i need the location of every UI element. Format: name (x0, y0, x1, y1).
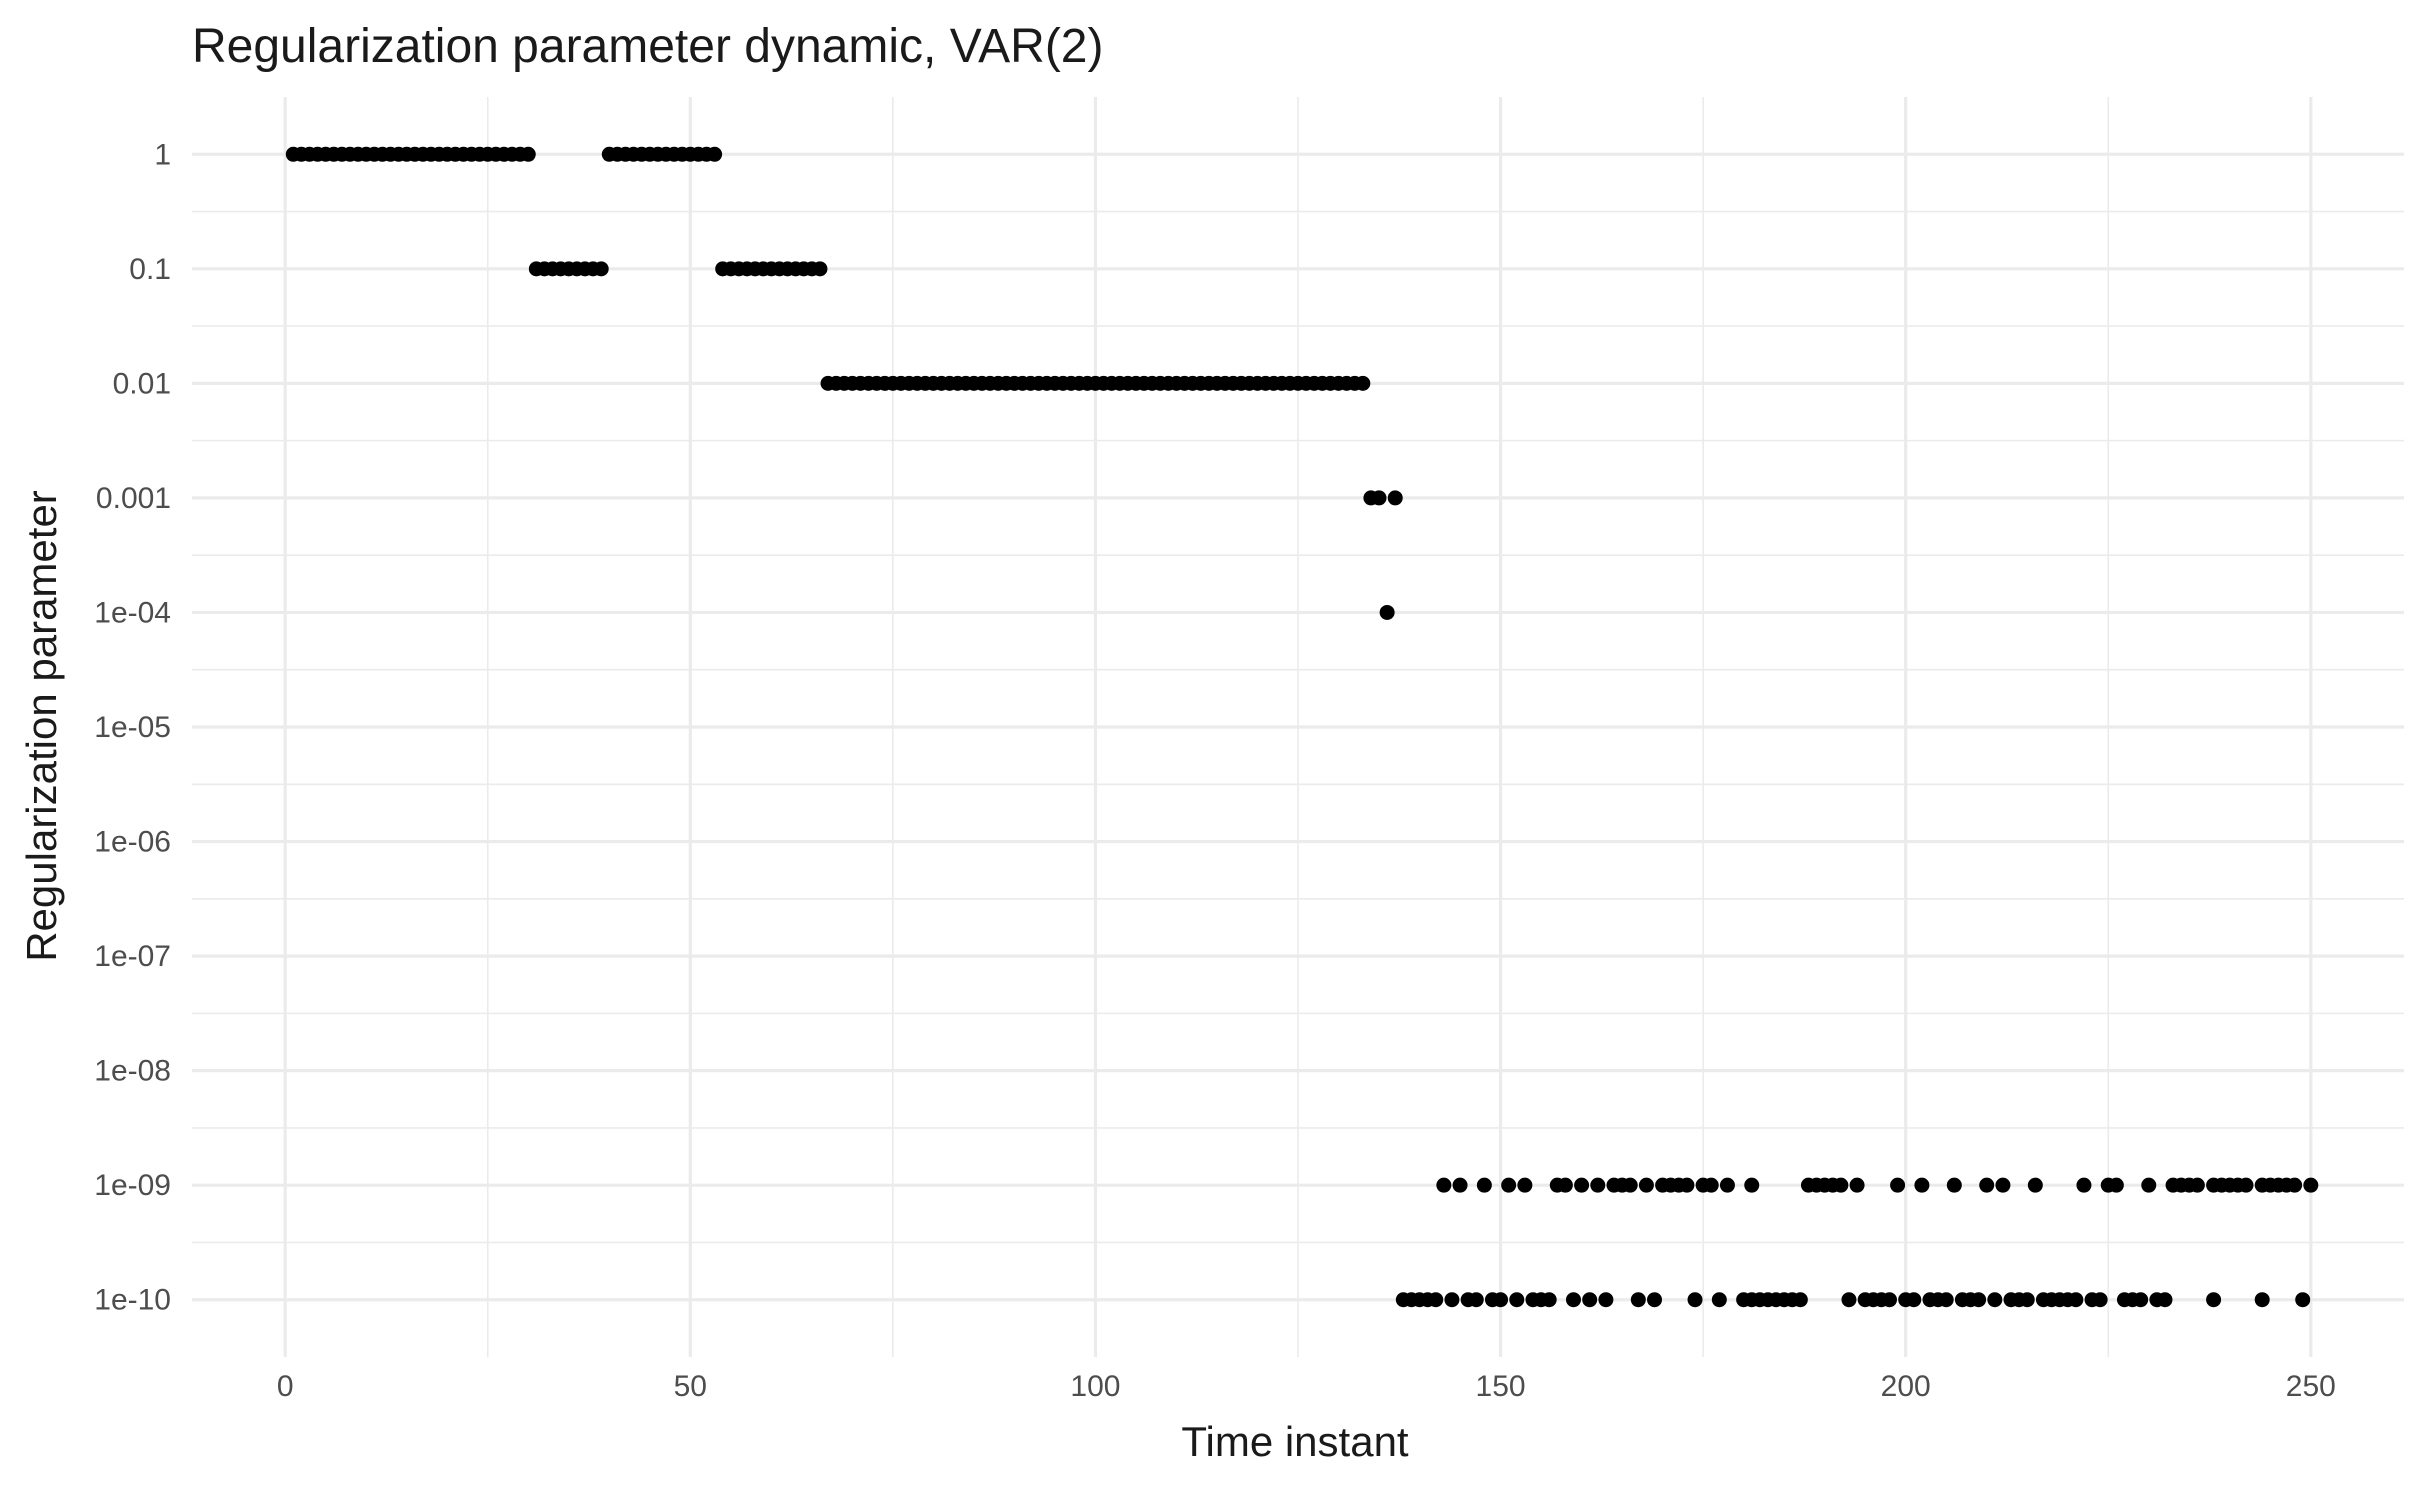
data-point (1638, 1177, 1654, 1193)
y-tick-label: 1e-05 (94, 711, 171, 744)
data-point (1906, 1292, 1922, 1308)
data-point (1841, 1292, 1857, 1308)
data-point (593, 261, 609, 277)
data-point (1452, 1177, 1468, 1193)
data-point (1590, 1177, 1606, 1193)
y-tick-label: 1 (154, 138, 171, 171)
data-point (2092, 1292, 2108, 1308)
x-tick-label: 0 (277, 1370, 294, 1403)
x-tick-label: 250 (2286, 1370, 2336, 1403)
data-point (2141, 1177, 2157, 1193)
data-point (1946, 1177, 1962, 1193)
data-point (1436, 1177, 1452, 1193)
y-tick-label: 0.001 (96, 482, 171, 515)
data-point (1890, 1177, 1906, 1193)
y-tick-label: 1e-04 (94, 596, 171, 629)
data-point (2287, 1177, 2303, 1193)
data-point (1719, 1177, 1735, 1193)
data-point (1565, 1292, 1581, 1308)
data-point (1557, 1177, 1573, 1193)
data-point (2295, 1292, 2311, 1308)
data-point (2027, 1177, 2043, 1193)
data-point (1622, 1177, 1638, 1193)
data-point (2189, 1177, 2205, 1193)
chart-title: Regularization parameter dynamic, VAR(2) (192, 20, 1103, 73)
data-point (1541, 1292, 1557, 1308)
data-point (707, 146, 723, 162)
data-point (1476, 1177, 1492, 1193)
data-point (1792, 1292, 1808, 1308)
data-point (1574, 1177, 1590, 1193)
data-point (1444, 1292, 1460, 1308)
data-point (1509, 1292, 1525, 1308)
data-point (1355, 375, 1371, 391)
data-point (1371, 490, 1387, 506)
data-point (2157, 1292, 2173, 1308)
grid-layer (192, 97, 2404, 1357)
data-point (520, 146, 536, 162)
data-point (1379, 604, 1395, 620)
y-tick-label: 1e-07 (94, 940, 171, 973)
x-axis-title: Time instant (1181, 1418, 1409, 1465)
data-point (2206, 1292, 2222, 1308)
x-tick-label: 150 (1476, 1370, 1526, 1403)
data-point (1979, 1177, 1995, 1193)
data-point (1687, 1292, 1703, 1308)
y-tick-label: 1e-08 (94, 1055, 171, 1088)
x-tick-label: 200 (1881, 1370, 1931, 1403)
data-point (2076, 1177, 2092, 1193)
data-point (1468, 1292, 1484, 1308)
data-point (2254, 1292, 2270, 1308)
data-point (812, 261, 828, 277)
data-point (1711, 1292, 1727, 1308)
data-point (1987, 1292, 2003, 1308)
data-point (1630, 1292, 1646, 1308)
data-point (1703, 1177, 1719, 1193)
data-point (1493, 1292, 1509, 1308)
data-point (1647, 1292, 1663, 1308)
y-tick-label: 1e-10 (94, 1284, 171, 1317)
data-point (1849, 1177, 1865, 1193)
data-point (2133, 1292, 2149, 1308)
y-tick-label: 0.01 (113, 367, 171, 400)
data-point (1517, 1177, 1533, 1193)
data-point (2019, 1292, 2035, 1308)
y-tick-label: 1e-09 (94, 1169, 171, 1202)
ticks-layer: 0 50 100 150 200 250 1 0.1 0.01 0.001 1e-04 1e-05 1e… (94, 138, 2336, 1403)
data-point (1881, 1292, 1897, 1308)
data-point (1744, 1177, 1760, 1193)
y-axis-title: Regularization parameter (18, 490, 65, 962)
data-point (1914, 1177, 1930, 1193)
data-point (1598, 1292, 1614, 1308)
data-point (1387, 490, 1403, 506)
data-point (1833, 1177, 1849, 1193)
x-tick-label: 100 (1070, 1370, 1120, 1403)
data-point (2238, 1177, 2254, 1193)
y-tick-label: 1e-06 (94, 826, 171, 859)
data-point (1501, 1177, 1517, 1193)
data-point (2303, 1177, 2319, 1193)
data-point (1971, 1292, 1987, 1308)
data-point (1938, 1292, 1954, 1308)
data-point (2108, 1177, 2124, 1193)
data-point (1428, 1292, 1444, 1308)
data-point (1582, 1292, 1598, 1308)
data-point (1995, 1177, 2011, 1193)
points-layer (285, 146, 2319, 1308)
data-point (1679, 1177, 1695, 1193)
data-point (2068, 1292, 2084, 1308)
x-tick-label: 50 (674, 1370, 707, 1403)
y-tick-label: 0.1 (129, 253, 171, 286)
